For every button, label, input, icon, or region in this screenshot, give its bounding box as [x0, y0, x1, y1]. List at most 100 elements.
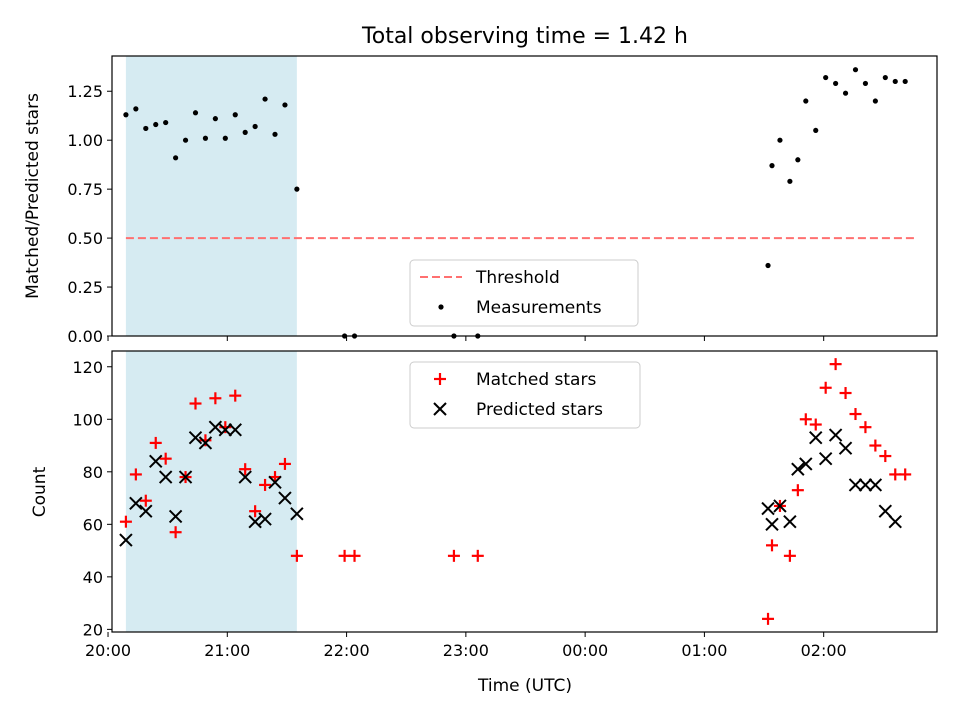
predicted-stars-point: [773, 499, 787, 513]
predicted-stars-point: [228, 423, 242, 437]
predicted-stars-point: [238, 470, 252, 484]
top-y-tick-label: 0.00: [67, 327, 103, 346]
matched-stars-point: [169, 526, 182, 539]
top-legend-box: [409, 259, 639, 327]
measurement-point: [852, 67, 859, 73]
matched-stars-point: [348, 549, 361, 562]
measurement-point: [192, 110, 199, 116]
matched-stars-point: [859, 421, 872, 434]
measurement-point: [823, 74, 829, 81]
measurement-point: [765, 262, 771, 269]
measurement-point: [813, 127, 819, 134]
predicted-stars-point: [878, 504, 893, 518]
bottom-axes-frame: [111, 350, 938, 633]
x-axis-label: Time (UTC): [477, 676, 572, 696]
matched-stars-point: [189, 397, 202, 410]
matched-stars-point: [849, 408, 862, 421]
matched-stars-point: [471, 549, 484, 562]
legend-predicted-label: Predicted stars: [476, 400, 603, 420]
bottom-shaded-region: [125, 351, 297, 632]
measurement-point: [872, 98, 878, 104]
measurement-point: [242, 129, 248, 135]
bottom-panel: 20 40 60 80 100 120 20:00 21:00 22:00 23:00 00:00 0…: [30, 350, 938, 696]
top-panel: 0.00 0.25 0.50 0.75 1.00 1.25 Matched/Predict…: [23, 55, 938, 346]
predicted-stars-point: [188, 430, 203, 445]
predicted-stars-point: [168, 509, 183, 524]
predicted-stars-point: [258, 512, 272, 526]
measurement-point: [777, 137, 783, 143]
predicted-stars-point: [119, 533, 133, 547]
legend-predicted-swatch: [433, 402, 447, 416]
bottom-y-tick-label: 80: [83, 463, 103, 482]
predicted-stars-point: [838, 441, 853, 455]
bottom-y-tick-label: 120: [72, 358, 103, 377]
predicted-stars-point: [198, 436, 213, 450]
measurement-point: [862, 80, 869, 87]
measurement-point: [232, 112, 238, 118]
matched-stars-point: [762, 612, 775, 625]
matched-stars-point: [209, 392, 222, 405]
measurement-point: [282, 102, 288, 108]
predicted-stars-point: [290, 507, 304, 521]
x-tick-label: 01:00: [681, 641, 727, 660]
measurement-point: [795, 157, 801, 163]
legend-matched-swatch: [434, 373, 446, 385]
measurement-point: [123, 112, 129, 118]
matched-stars-point: [290, 549, 303, 562]
matched-stars-point: [229, 389, 242, 402]
measurement-point: [212, 116, 218, 122]
predicted-stars-point: [149, 454, 163, 469]
predicted-stars-point: [828, 428, 843, 442]
x-tick-label: 22:00: [324, 641, 370, 660]
bottom-y-tick-label: 100: [72, 410, 103, 429]
top-axes-frame: [111, 55, 938, 337]
matched-stars-point: [139, 494, 152, 507]
top-shaded-region: [125, 56, 297, 336]
predicted-stars-point: [158, 470, 173, 484]
x-tick-label: 00:00: [562, 641, 608, 660]
predicted-stars-point: [799, 457, 813, 471]
predicted-stars-point: [809, 430, 823, 445]
predicted-stars-point: [848, 478, 863, 492]
measurement-point: [153, 121, 159, 128]
measurement-point: [133, 106, 139, 112]
predicted-stars-point: [129, 496, 143, 511]
matched-stars-point: [839, 387, 852, 400]
matched-stars-point: [239, 463, 252, 476]
matched-stars-point: [249, 505, 262, 518]
predicted-stars-point: [783, 514, 797, 529]
measurement-point: [833, 80, 839, 87]
matched-stars-point: [791, 484, 804, 497]
predicted-stars-point: [218, 423, 233, 437]
legend-measurements-label: Measurements: [476, 298, 602, 318]
bottom-legend-box: [409, 361, 641, 429]
predicted-stars-point: [278, 491, 292, 505]
matched-stars-point: [149, 436, 162, 449]
x-tick-label: 21:00: [204, 641, 250, 660]
measurement-point: [143, 125, 149, 132]
top-y-tick-label: 1.00: [67, 131, 103, 150]
measurement-point: [163, 119, 169, 126]
predicted-stars-point: [765, 517, 779, 532]
predicted-stars-point: [888, 514, 902, 529]
matched-stars-point: [129, 468, 142, 481]
measurement-point: [892, 78, 898, 85]
predicted-stars-point: [268, 475, 282, 490]
predicted-stars-point: [178, 470, 193, 484]
measurement-point: [769, 163, 775, 169]
measurement-point: [842, 90, 849, 96]
matched-stars-point: [869, 439, 882, 452]
bottom-legend: Matched stars Predicted stars: [409, 361, 641, 429]
bottom-y-tick-label: 40: [83, 568, 103, 587]
measurement-point: [803, 98, 809, 104]
legend-matched-label: Matched stars: [476, 370, 596, 390]
matched-stars-point: [879, 450, 892, 463]
predicted-stars-point: [139, 504, 153, 518]
measurement-point: [787, 178, 793, 184]
x-tick-label: 23:00: [443, 641, 489, 660]
legend-threshold-label: Threshold: [475, 268, 560, 288]
matched-stars-point: [766, 539, 778, 552]
predicted-stars-point: [818, 451, 833, 466]
predicted-stars-point: [858, 478, 873, 492]
